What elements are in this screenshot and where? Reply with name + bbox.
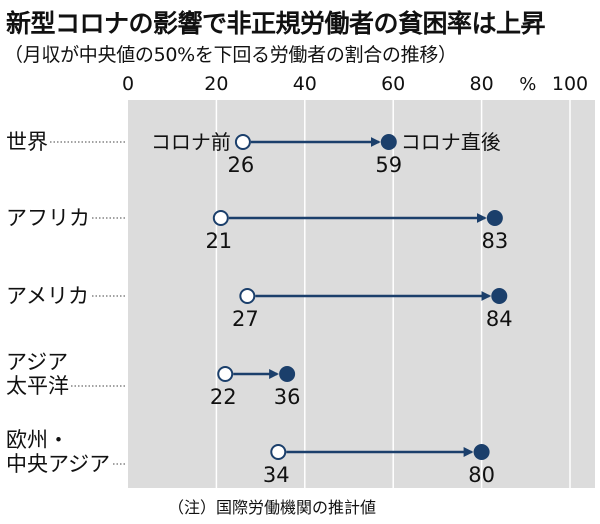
region-label: アフリカ [6,206,90,230]
region-row: アジア太平洋 22 36 [6,350,300,409]
tick-label: 0 [122,73,134,95]
region-label: アジア太平洋 [6,350,69,398]
tick-label: 100 [552,73,588,95]
plot-panel [128,100,595,488]
region-label: アメリカ [6,284,89,308]
after-point [491,288,508,304]
tick-label: 40 [293,73,317,95]
chart-title: 新型コロナの影響で非正規労働者の貧困率は上昇 [6,9,546,38]
after-point [279,366,296,382]
region-label: 欧州・中央アジア [6,428,110,476]
region-row: 世界 26 59 コロナ前 コロナ直後 [6,130,501,177]
before-point [217,366,234,382]
before-value-label: 22 [210,385,237,409]
start-series-label: コロナ前 [151,130,231,154]
before-point [234,134,251,150]
before-value-label: 34 [263,463,290,487]
after-point [486,210,503,226]
end-series-label: コロナ直後 [401,130,501,154]
before-point [270,444,287,460]
region-label: 世界 [6,130,48,154]
region-row: 欧州・中央アジア 34 80 [6,428,495,487]
after-value-label: 80 [468,463,495,487]
after-point [473,444,490,460]
unit-label: % [519,74,536,95]
after-point [380,134,397,150]
before-value-label: 27 [232,307,259,331]
after-value-label: 84 [486,307,513,331]
after-value-label: 59 [375,153,402,177]
tick-label: 20 [204,73,228,95]
after-value-label: 83 [481,229,508,253]
chart-subtitle: （月収が中央値の50%を下回る労働者の割合の推移） [4,44,457,66]
footnote: （注）国際労働機関の推計値 [168,498,377,517]
before-point [212,210,229,226]
before-value-label: 21 [205,229,232,253]
region-row: アフリカ 21 83 [6,206,508,253]
after-value-label: 36 [274,385,301,409]
region-row: アメリカ 27 84 [6,284,513,331]
tick-label: 60 [381,73,405,95]
before-point [239,288,256,304]
before-value-label: 26 [228,153,255,177]
tick-label: 80 [470,73,494,95]
